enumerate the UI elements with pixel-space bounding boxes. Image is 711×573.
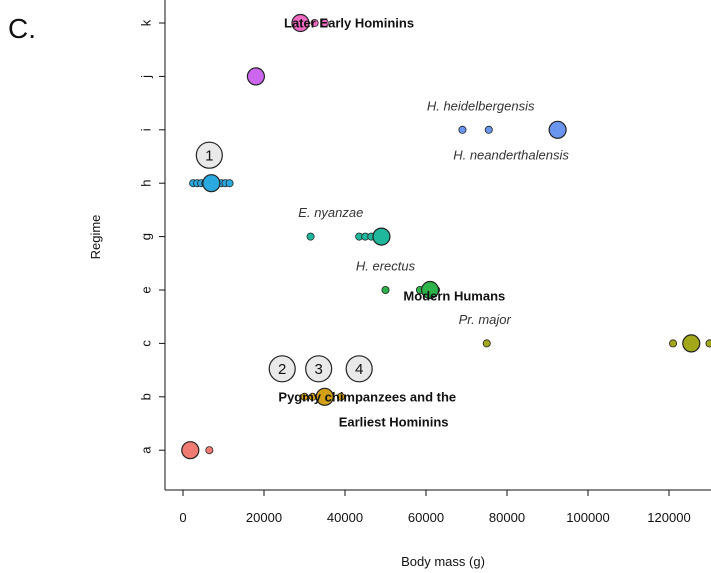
y-tick-label: k xyxy=(139,19,154,26)
numbered-badge xyxy=(345,355,373,383)
data-point xyxy=(482,339,491,348)
annotation-label: E. nyanzae xyxy=(298,205,363,220)
x-tick-label: 0 xyxy=(179,510,186,525)
data-point xyxy=(458,125,467,134)
annotation-label: Earliest Hominins xyxy=(339,414,449,429)
numbered-badge xyxy=(195,141,223,169)
x-axis-label: Body mass (g) xyxy=(401,554,485,569)
y-tick-label: b xyxy=(139,393,154,400)
data-point xyxy=(205,446,214,455)
data-point xyxy=(381,285,390,294)
regime-mean-point xyxy=(420,280,440,300)
regime-mean-point xyxy=(682,334,701,353)
data-point xyxy=(225,179,234,188)
regime-mean-point xyxy=(246,67,265,86)
numbered-badge xyxy=(305,355,333,383)
y-tick-label: e xyxy=(139,286,154,293)
x-tick-label: 80000 xyxy=(489,510,525,525)
x-tick-label: 40000 xyxy=(327,510,363,525)
annotation-label: Later Early Hominins xyxy=(284,16,414,31)
annotation-label: H. heidelbergensis xyxy=(427,98,535,113)
regime-mean-point xyxy=(315,387,334,406)
x-tick-label: 60000 xyxy=(408,510,444,525)
annotation-label: Modern Humans xyxy=(403,289,505,304)
x-tick-label: 120000 xyxy=(647,510,690,525)
badge-label: 2 xyxy=(278,361,286,378)
y-tick-label: j xyxy=(139,75,154,79)
regime-mean-point xyxy=(548,120,567,139)
regime-mean-point xyxy=(202,174,221,193)
annotation-label: H. erectus xyxy=(356,259,416,274)
y-axis-label: Regime xyxy=(88,215,103,260)
data-point xyxy=(300,392,309,401)
annotation-label: Pr. major xyxy=(459,312,512,327)
data-point xyxy=(306,232,315,241)
panel-label: C. xyxy=(8,13,36,44)
regime-mean-point xyxy=(372,227,391,246)
annotation-label: H. neanderthalensis xyxy=(453,147,569,162)
y-tick-label: g xyxy=(139,233,154,240)
regime-mean-point xyxy=(291,13,310,33)
badge-label: 1 xyxy=(205,147,213,164)
data-marks xyxy=(181,13,711,460)
x-tick-label: 100000 xyxy=(566,510,609,525)
numbered-badge xyxy=(268,355,296,383)
y-tick-label: a xyxy=(139,446,154,454)
axes: 0 20000 40000 60000 80000 100000 120000 a b c e g h i… xyxy=(139,0,711,525)
y-tick-label: c xyxy=(139,340,154,347)
badge-label: 3 xyxy=(315,361,323,378)
data-point xyxy=(705,339,711,348)
data-point xyxy=(484,125,493,134)
x-tick-label: 20000 xyxy=(246,510,282,525)
data-point xyxy=(310,18,319,27)
data-point xyxy=(320,18,329,27)
y-tick-label: h xyxy=(139,180,154,187)
annotation-label: Pygmy chimpanzees and the xyxy=(278,389,456,404)
regime-mean-point xyxy=(181,441,200,460)
data-point xyxy=(669,339,678,348)
y-tick-label: i xyxy=(139,128,154,131)
badge-label: 4 xyxy=(355,361,363,378)
data-point xyxy=(336,392,345,401)
annotations: Later Early Hominins H. heidelbergensis H.… xyxy=(195,16,569,429)
